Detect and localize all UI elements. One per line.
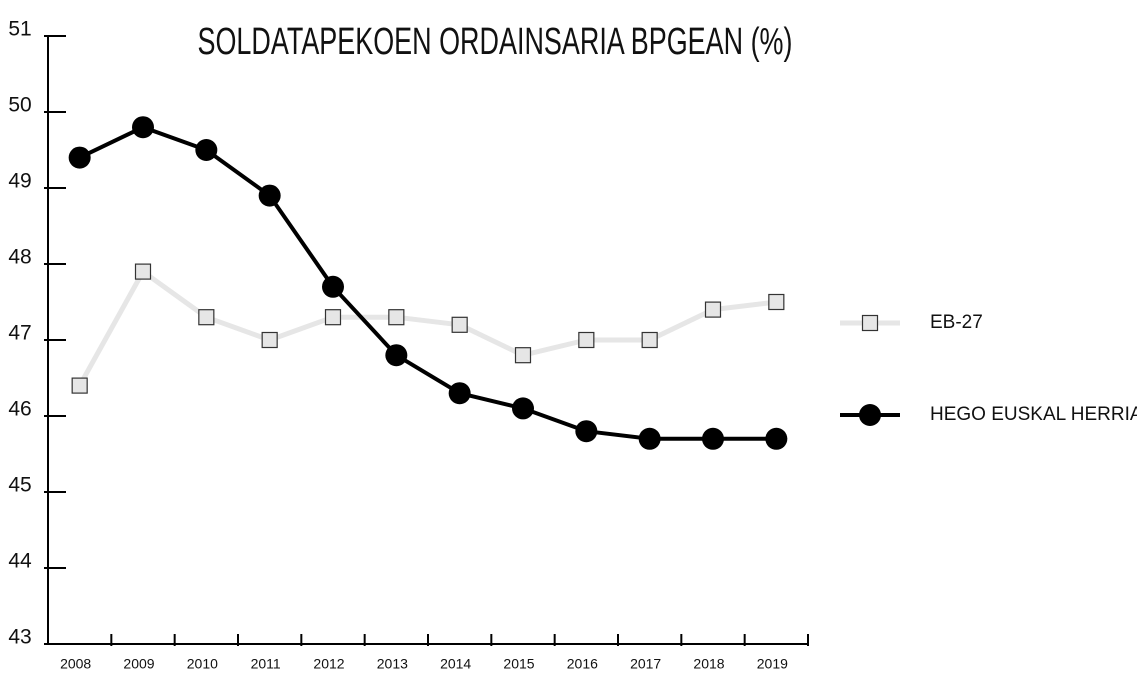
data-point xyxy=(765,427,788,450)
x-tick-label: 2009 xyxy=(123,656,154,672)
y-tick-label: 43 xyxy=(8,626,31,649)
chart-title: SOLDATAPEKOEN ORDAINSARIA BPGEAN (%) xyxy=(198,21,793,63)
data-point xyxy=(68,146,91,169)
data-point xyxy=(702,427,724,450)
x-tick-label: 2017 xyxy=(630,656,661,672)
y-tick-label: 46 xyxy=(8,398,31,421)
data-point xyxy=(198,309,215,326)
data-point xyxy=(322,275,344,298)
data-point xyxy=(448,382,471,405)
x-tick-label: 2008 xyxy=(60,656,91,672)
x-tick-label: 2013 xyxy=(377,656,408,672)
data-point xyxy=(388,309,405,326)
data-point xyxy=(578,331,595,349)
x-tick-label: 2019 xyxy=(757,656,788,672)
data-point xyxy=(638,427,661,450)
data-point xyxy=(132,116,154,139)
legend-marker xyxy=(861,314,879,332)
data-point xyxy=(195,139,218,161)
x-tick-label: 2018 xyxy=(693,656,724,672)
y-tick-label: 49 xyxy=(8,170,31,193)
y-tick-label: 44 xyxy=(8,550,32,573)
data-point xyxy=(258,184,281,207)
x-tick-label: 2014 xyxy=(440,656,471,672)
data-point xyxy=(385,344,408,367)
data-point xyxy=(768,293,785,311)
y-tick-label: 47 xyxy=(8,322,31,345)
data-point xyxy=(514,347,532,364)
data-point xyxy=(134,263,152,280)
y-tick-label: 45 xyxy=(8,474,31,497)
x-tick-label: 2010 xyxy=(187,656,218,672)
x-tick-label: 2016 xyxy=(567,656,598,672)
x-tick-label: 2015 xyxy=(503,656,534,672)
series-line xyxy=(78,125,777,441)
legend-label: HEGO EUSKAL HERRIA xyxy=(930,404,1137,425)
y-tick-label: 50 xyxy=(8,94,31,117)
y-tick-label: 48 xyxy=(8,246,31,269)
data-point xyxy=(324,309,342,326)
data-point xyxy=(261,331,278,349)
data-point xyxy=(704,301,722,318)
y-tick-label: 51 xyxy=(8,18,31,41)
data-point xyxy=(512,397,534,420)
legend-label: EB-27 xyxy=(930,312,983,333)
data-point xyxy=(641,331,658,349)
legend-marker xyxy=(859,404,881,426)
x-tick-label: 2011 xyxy=(251,656,281,672)
data-point xyxy=(451,316,468,333)
series-line xyxy=(77,269,777,387)
data-point xyxy=(71,377,88,394)
data-point xyxy=(575,420,598,443)
x-tick-label: 2012 xyxy=(313,656,344,672)
